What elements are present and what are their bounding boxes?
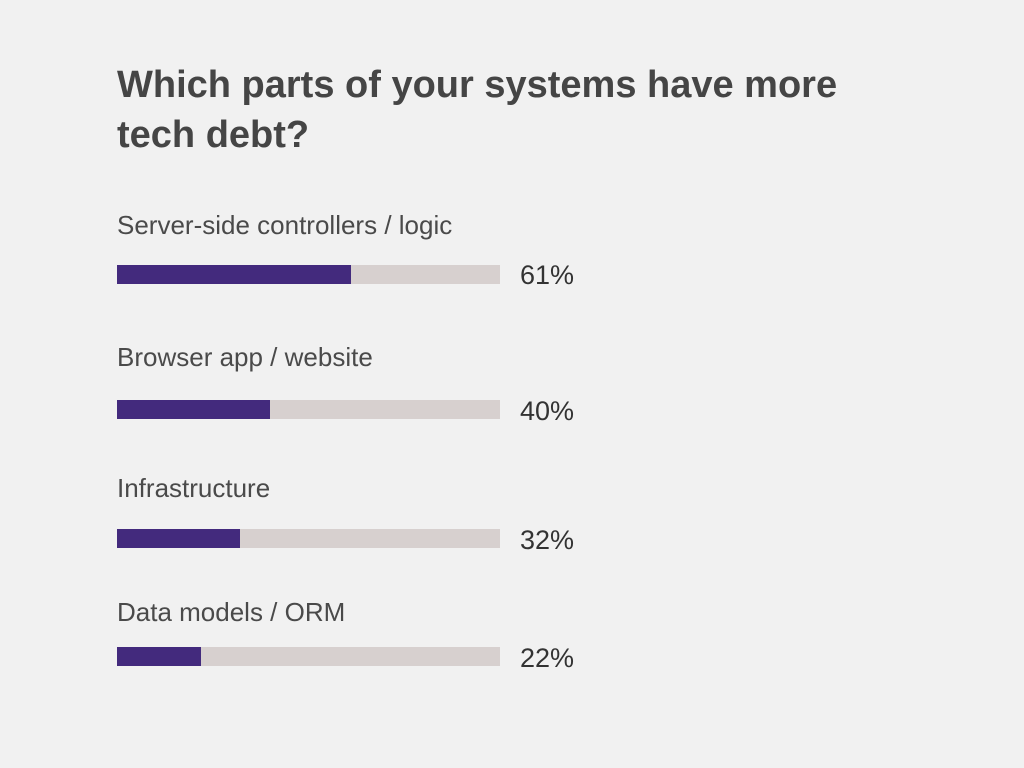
bar — [117, 647, 201, 666]
bar — [117, 529, 240, 548]
data-label: 22% — [520, 643, 575, 673]
data-label: 61% — [520, 260, 575, 290]
bar-track — [117, 400, 500, 419]
category-label: Browser app / website — [117, 342, 373, 372]
category-label: Data models / ORM — [117, 597, 346, 627]
chart-title: Which parts of your systems have more te… — [117, 64, 838, 156]
bar-track — [117, 529, 500, 548]
bar-track — [117, 265, 500, 284]
category-label: Infrastructure — [117, 473, 271, 503]
category-label: Server-side controllers / logic — [117, 210, 453, 240]
data-label: 40% — [520, 396, 575, 426]
data-label: 32% — [520, 525, 575, 555]
bar-track — [117, 647, 500, 666]
bar — [117, 265, 351, 284]
bar — [117, 400, 270, 419]
